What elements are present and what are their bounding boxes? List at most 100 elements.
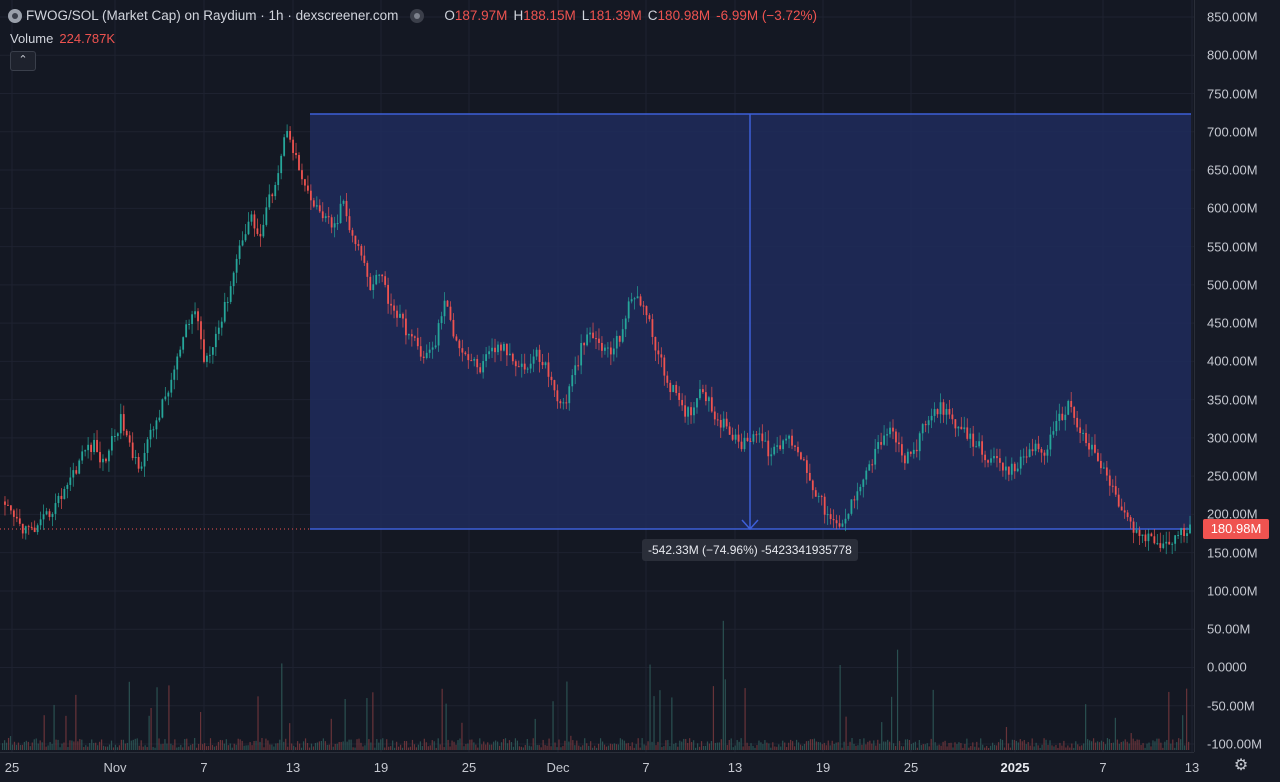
candle-body bbox=[1144, 534, 1147, 542]
volume-bar bbox=[960, 743, 962, 750]
candle-body bbox=[598, 338, 600, 343]
candle-body bbox=[45, 511, 48, 515]
volume-bar bbox=[1176, 742, 1178, 750]
volume-bar bbox=[942, 741, 944, 750]
visibility-toggle-icon[interactable] bbox=[410, 8, 425, 23]
volume-bar bbox=[572, 740, 574, 750]
volume-bar bbox=[597, 743, 600, 750]
candle-body bbox=[1100, 460, 1102, 469]
volume-bar bbox=[984, 747, 986, 750]
volume-bar bbox=[855, 745, 857, 750]
candle-body bbox=[33, 527, 36, 533]
collapse-legend-button[interactable]: ⌃ bbox=[10, 51, 36, 71]
volume-bar bbox=[845, 716, 847, 750]
volume-bar bbox=[61, 743, 63, 750]
candle-body bbox=[648, 315, 651, 320]
price-chart-svg[interactable] bbox=[0, 0, 1194, 752]
volume-bar bbox=[970, 746, 972, 750]
candle-body bbox=[847, 513, 850, 519]
volume-bar bbox=[730, 738, 732, 750]
candle-body bbox=[838, 523, 841, 527]
volume-bar bbox=[255, 740, 257, 750]
volume-bar bbox=[99, 741, 101, 750]
volume-bar bbox=[295, 747, 297, 750]
candle-body bbox=[1102, 467, 1105, 469]
volume-bar bbox=[671, 697, 673, 750]
volume-bar bbox=[643, 744, 645, 750]
candle-body bbox=[523, 363, 526, 370]
volume-bar bbox=[1017, 742, 1019, 750]
candle-body bbox=[814, 490, 817, 497]
volume-bar bbox=[607, 745, 610, 750]
candle-body bbox=[761, 433, 764, 442]
candle-body bbox=[21, 523, 24, 534]
candle-body bbox=[274, 185, 277, 197]
candle-body bbox=[782, 440, 785, 450]
candle-body bbox=[669, 382, 672, 393]
measure-tool-label: -542.33M (−74.96%) -5423341935778 bbox=[642, 539, 858, 561]
candle-body bbox=[387, 284, 389, 304]
candle-body bbox=[663, 357, 666, 376]
volume-bar bbox=[53, 704, 55, 750]
volume-bar bbox=[621, 739, 623, 750]
candle-body bbox=[491, 347, 493, 352]
volume-bar bbox=[685, 738, 687, 750]
volume-bar bbox=[485, 744, 487, 750]
candle-body bbox=[1085, 432, 1087, 444]
volume-bar bbox=[762, 744, 764, 750]
ohlc-change: -6.99M (−3.72%) bbox=[716, 8, 818, 23]
volume-bar bbox=[221, 740, 223, 750]
time-axis[interactable]: 25 Nov 7 13 19 25 Dec 7 13 19 25 2025 7 13 bbox=[0, 752, 1199, 782]
volume-bar bbox=[7, 737, 10, 750]
candle-body bbox=[173, 369, 176, 380]
volume-bar bbox=[1013, 739, 1015, 750]
volume-bar bbox=[578, 745, 580, 750]
settings-gear-icon[interactable]: ⚙ bbox=[1233, 757, 1249, 774]
time-tick-label: 25 bbox=[4, 760, 20, 775]
volume-bar bbox=[629, 746, 631, 750]
volume-bar bbox=[211, 745, 214, 750]
candle-body bbox=[63, 488, 66, 499]
candle-body bbox=[589, 332, 591, 335]
candle-body bbox=[615, 335, 618, 349]
candle-body bbox=[10, 505, 12, 511]
candle-body bbox=[939, 402, 942, 415]
candle-body bbox=[797, 446, 799, 453]
volume-bar bbox=[215, 745, 218, 750]
volume-bar bbox=[326, 744, 328, 750]
candle-body bbox=[250, 214, 253, 222]
volume-bar bbox=[978, 747, 980, 750]
volume-bar bbox=[1142, 743, 1144, 750]
candle-body bbox=[865, 470, 868, 480]
volume-bar bbox=[273, 746, 275, 750]
volume-bar bbox=[702, 745, 705, 750]
candle-body bbox=[731, 434, 734, 440]
chart-plot-area[interactable] bbox=[0, 0, 1194, 752]
volume-bar bbox=[556, 747, 558, 750]
volume-bar bbox=[277, 743, 279, 750]
candle-body bbox=[559, 401, 562, 404]
volume-bar bbox=[1120, 741, 1122, 750]
candle-body bbox=[259, 233, 262, 237]
candle-body bbox=[889, 427, 891, 435]
volume-bar bbox=[9, 736, 12, 750]
volume-bar bbox=[875, 745, 877, 750]
candle-body bbox=[1076, 417, 1079, 428]
volume-bar bbox=[885, 741, 887, 750]
volume-bar bbox=[922, 744, 924, 750]
volume-bar bbox=[225, 739, 227, 750]
volume-bar bbox=[43, 715, 45, 750]
candle-body bbox=[36, 525, 39, 533]
volume-bar bbox=[726, 745, 728, 750]
volume-bar bbox=[506, 743, 509, 750]
volume-bar bbox=[69, 740, 71, 750]
volume-bar bbox=[245, 745, 247, 750]
volume-bar bbox=[669, 746, 671, 750]
volume-bar bbox=[605, 746, 608, 750]
volume-bar bbox=[110, 740, 113, 750]
candle-body bbox=[419, 346, 422, 357]
volume-bar bbox=[829, 745, 831, 750]
volume-bar bbox=[950, 742, 952, 750]
price-axis[interactable]: 850.00M 800.00M 750.00M 700.00M 650.00M 600.0… bbox=[1194, 0, 1280, 752]
candle-body bbox=[280, 155, 283, 174]
